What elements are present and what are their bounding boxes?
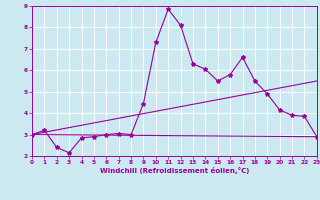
X-axis label: Windchill (Refroidissement éolien,°C): Windchill (Refroidissement éolien,°C) (100, 167, 249, 174)
